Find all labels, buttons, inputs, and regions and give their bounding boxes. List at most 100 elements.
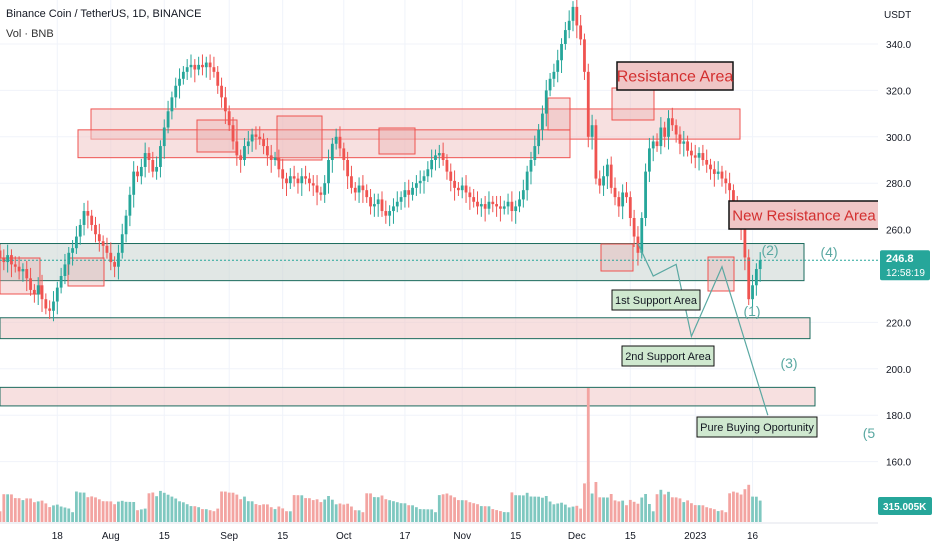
- candle-body: [155, 166, 159, 172]
- volume-bar: [648, 504, 651, 522]
- candle-body: [743, 229, 747, 258]
- candle-body: [659, 127, 663, 147]
- volume-bar: [751, 496, 754, 522]
- candle-body: [709, 164, 712, 170]
- candle-body: [728, 183, 732, 191]
- volume-bar: [495, 510, 498, 522]
- volume-bar: [437, 495, 441, 522]
- candle-body: [651, 141, 655, 149]
- candle-body: [254, 134, 258, 137]
- candle-body: [128, 194, 132, 216]
- volume-bar: [97, 499, 101, 522]
- candle-body: [208, 62, 212, 68]
- time-tick-label: Dec: [568, 531, 586, 542]
- volume-bar: [537, 496, 541, 522]
- candle-body: [384, 211, 388, 216]
- candle-body: [105, 245, 109, 253]
- candle-body: [502, 206, 506, 209]
- volume-bar: [560, 502, 563, 522]
- volume-bar: [644, 494, 647, 522]
- volume-bar: [716, 511, 720, 522]
- volume-bar: [617, 501, 621, 522]
- highlight-box: [67, 257, 105, 287]
- highlight-box: [600, 243, 634, 272]
- volume-bar: [143, 508, 147, 522]
- highlight-box: [276, 115, 323, 161]
- candle-body: [521, 190, 525, 200]
- volume-bar: [487, 506, 491, 522]
- candle-body: [479, 204, 483, 207]
- candle-body: [86, 211, 90, 216]
- volume-bar: [266, 504, 269, 522]
- candle-body: [560, 44, 563, 61]
- candle-body: [342, 148, 346, 160]
- volume-bar: [392, 501, 395, 522]
- price-axis-unit: USDT: [884, 10, 911, 21]
- candle-body: [185, 67, 189, 72]
- volume-bar: [674, 497, 678, 522]
- volume-bar: [159, 490, 162, 522]
- price-tick-label: 300.0: [886, 133, 911, 144]
- candle-body: [605, 164, 609, 177]
- candle-body: [453, 180, 456, 188]
- price-tick-label: 320.0: [886, 86, 911, 97]
- volume-bar: [350, 506, 353, 522]
- volume-bar: [449, 495, 453, 522]
- volume-bar: [414, 507, 418, 522]
- volume-bar: [483, 506, 487, 522]
- volume-bar: [170, 496, 174, 522]
- candle-body: [571, 6, 575, 21]
- volume-bar: [155, 496, 159, 522]
- volume-bar: [86, 497, 90, 522]
- price-tick-label: 340.0: [886, 40, 911, 51]
- candle-body: [6, 255, 10, 263]
- candle-body: [422, 176, 426, 181]
- volume-bar: [17, 498, 21, 522]
- candle-body: [40, 285, 44, 300]
- candle-body: [437, 153, 441, 156]
- volume-bar: [411, 505, 414, 522]
- volume-bar: [243, 496, 246, 522]
- volume-bar: [82, 492, 86, 522]
- volume-bar: [468, 502, 472, 522]
- candle-body: [10, 255, 13, 265]
- volume-bar: [300, 495, 304, 522]
- volume-bar: [395, 502, 399, 522]
- volume-indicator-label: Vol · BNB: [6, 28, 54, 40]
- volume-bar: [6, 494, 10, 522]
- candle-body: [357, 185, 361, 193]
- candle-body: [235, 141, 239, 156]
- volume-bar: [372, 497, 376, 522]
- volume-bar: [747, 484, 751, 522]
- volume-bar: [659, 489, 663, 522]
- volume-bar: [541, 497, 544, 522]
- candle-body: [586, 71, 590, 137]
- volume-bar: [594, 482, 598, 522]
- annotation-box: [616, 61, 734, 91]
- annotation-label: New Resistance Area: [732, 207, 876, 224]
- candle-body: [178, 78, 181, 86]
- candle-body: [181, 71, 185, 79]
- volume-bar: [426, 509, 430, 522]
- candle-body: [716, 171, 720, 174]
- candle-body: [212, 67, 216, 72]
- candle-body: [407, 190, 411, 195]
- candle-body: [720, 171, 724, 179]
- volume-bar: [71, 512, 74, 522]
- volume-bar: [132, 502, 136, 522]
- candle-body: [262, 139, 265, 147]
- time-tick-label: 17: [399, 531, 411, 542]
- candle-body: [246, 141, 250, 147]
- candle-body: [594, 125, 598, 179]
- candle-body: [63, 264, 67, 276]
- candle-body: [243, 146, 246, 160]
- candle-body: [372, 204, 376, 207]
- volume-bar: [563, 504, 567, 522]
- volume-bar: [311, 500, 315, 522]
- candle-body: [617, 197, 621, 207]
- annotation-label: Resistance Area: [617, 69, 734, 86]
- time-tick-label: Nov: [453, 531, 471, 542]
- zone-pure-buying: [0, 386, 816, 407]
- symbol-title: Binance Coin / TetherUS, 1D, BINANCE: [6, 8, 202, 20]
